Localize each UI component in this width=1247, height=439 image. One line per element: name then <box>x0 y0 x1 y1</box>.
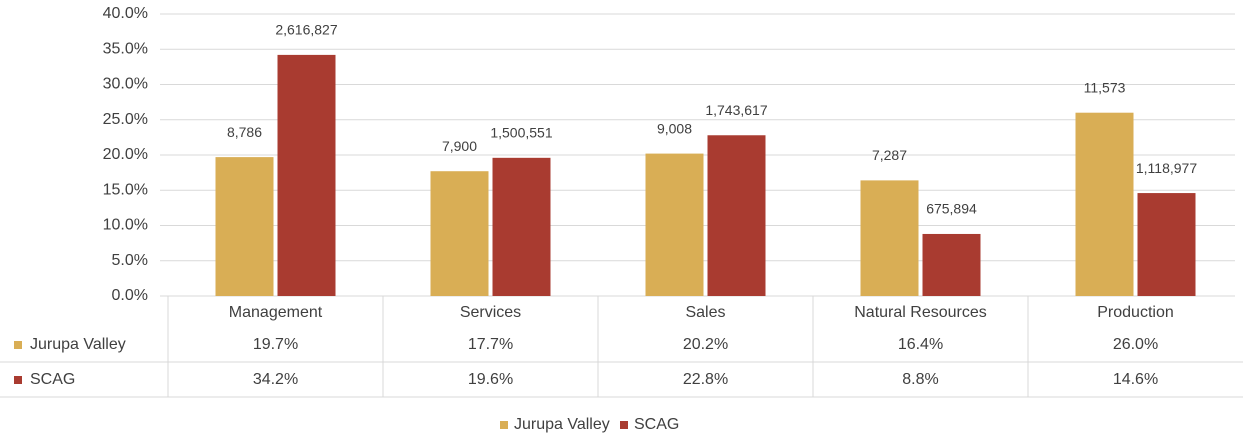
y-tick-label: 10.0% <box>103 217 148 234</box>
data-label: 2,616,827 <box>275 22 337 38</box>
legend-label: SCAG <box>634 416 679 433</box>
table-cell: 17.7% <box>468 336 513 353</box>
category-label: Services <box>460 304 521 321</box>
bar <box>492 157 551 296</box>
bar <box>707 135 766 296</box>
table-cell: 8.8% <box>902 371 938 388</box>
y-tick-label: 5.0% <box>112 252 148 269</box>
table-cell: 19.6% <box>468 371 513 388</box>
data-label: 9,008 <box>657 120 692 136</box>
category-label: Management <box>229 304 323 321</box>
data-label: 7,900 <box>442 138 477 154</box>
table-cell: 20.2% <box>683 336 728 353</box>
table-cell: 26.0% <box>1113 336 1158 353</box>
table-cell: 34.2% <box>253 371 298 388</box>
data-label: 7,287 <box>872 147 907 163</box>
y-tick-label: 20.0% <box>103 146 148 163</box>
bar <box>860 180 919 296</box>
bar <box>922 233 981 296</box>
y-tick-label: 40.0% <box>103 5 148 22</box>
bar <box>1075 112 1134 296</box>
data-label: 675,894 <box>926 201 977 217</box>
table-legend-key <box>14 341 22 349</box>
category-label: Production <box>1097 304 1174 321</box>
table-cell: 14.6% <box>1113 371 1158 388</box>
table-cell: 22.8% <box>683 371 728 388</box>
legend-key <box>620 421 628 429</box>
y-tick-label: 0.0% <box>112 287 148 304</box>
bar <box>1137 193 1196 296</box>
y-tick-label: 15.0% <box>103 181 148 198</box>
bar <box>277 54 336 296</box>
table-cell: 16.4% <box>898 336 943 353</box>
table-cell: 19.7% <box>253 336 298 353</box>
y-tick-label: 25.0% <box>103 111 148 128</box>
table-series-name: SCAG <box>30 371 75 388</box>
y-tick-label: 30.0% <box>103 76 148 93</box>
data-label: 8,786 <box>227 124 262 140</box>
category-label: Sales <box>685 304 725 321</box>
bar <box>430 171 489 296</box>
category-label: Natural Resources <box>854 304 987 321</box>
data-label: 1,743,617 <box>705 102 767 118</box>
bar <box>645 153 704 296</box>
legend-key <box>500 421 508 429</box>
bar <box>215 157 274 296</box>
legend-label: Jurupa Valley <box>514 416 610 433</box>
y-tick-label: 35.0% <box>103 40 148 57</box>
data-label: 1,500,551 <box>490 125 552 141</box>
table-series-name: Jurupa Valley <box>30 336 126 353</box>
data-label: 11,573 <box>1084 79 1126 95</box>
data-label: 1,118,977 <box>1136 160 1197 176</box>
table-legend-key <box>14 376 22 384</box>
